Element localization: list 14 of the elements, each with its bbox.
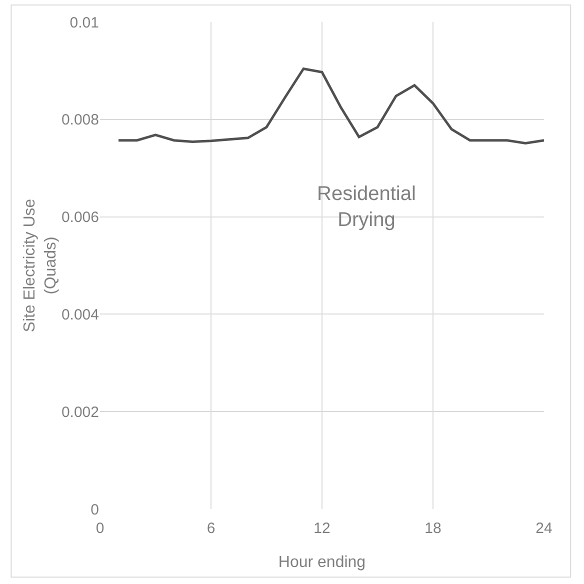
- y-tick-label: 0.006: [61, 209, 99, 226]
- y-tick-label: 0.002: [61, 404, 99, 421]
- y-tick-label: 0.004: [61, 306, 99, 324]
- y-tick-label: 0.008: [61, 112, 99, 129]
- x-tick-label: 18: [424, 520, 442, 537]
- x-axis-title: Hour ending: [278, 554, 366, 571]
- x-tick-label: 12: [314, 520, 330, 537]
- y-axis-title: Site Electricity Use (Quads): [22, 198, 60, 332]
- line-series: [117, 68, 544, 145]
- y-tick-label: 0.01: [70, 14, 99, 32]
- x-tick-label: 6: [206, 520, 216, 537]
- y-tick-label: 0: [90, 501, 99, 518]
- annotation: Residential Drying: [317, 183, 416, 231]
- x-tick-label: 24: [536, 520, 552, 537]
